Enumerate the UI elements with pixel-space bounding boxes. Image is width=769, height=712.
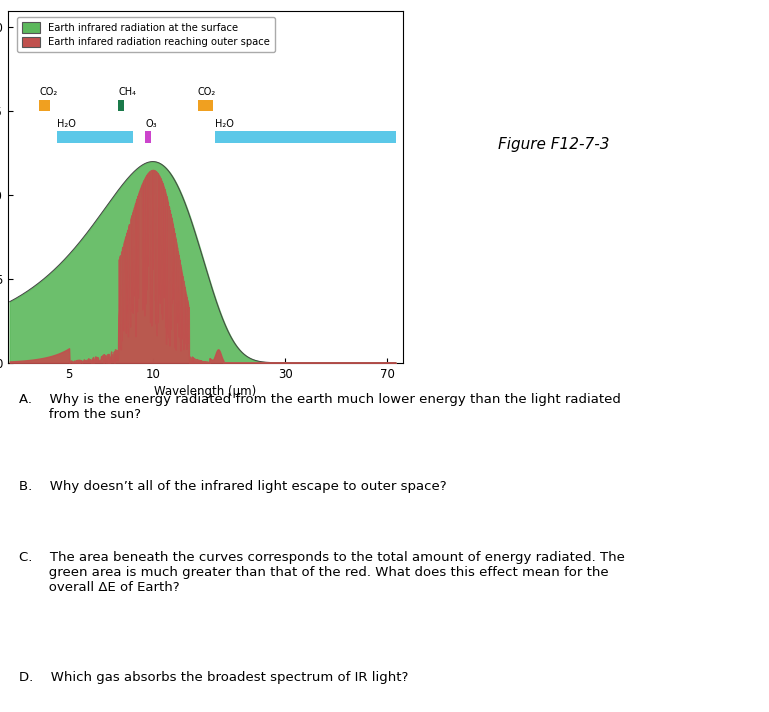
Text: D.  Which gas absorbs the broadest spectrum of IR light?: D. Which gas absorbs the broadest spectr… bbox=[19, 671, 408, 684]
Bar bbox=[145, 132, 151, 143]
Bar bbox=[118, 100, 124, 111]
Text: CO₂: CO₂ bbox=[198, 87, 216, 97]
X-axis label: Wavelength (μm): Wavelength (μm) bbox=[155, 384, 257, 398]
Bar bbox=[215, 132, 395, 143]
Text: Figure F12-7-3: Figure F12-7-3 bbox=[498, 137, 610, 152]
Text: B.  Why doesn’t all of the infrared light escape to outer space?: B. Why doesn’t all of the infrared light… bbox=[19, 480, 447, 493]
Bar bbox=[39, 100, 50, 111]
Text: H₂O: H₂O bbox=[57, 119, 75, 129]
Text: CO₂: CO₂ bbox=[39, 87, 58, 97]
Text: C.  The area beneath the curves corresponds to the total amount of energy radiat: C. The area beneath the curves correspon… bbox=[19, 550, 625, 594]
Text: A.  Why is the energy radiated from the earth much lower energy than the light r: A. Why is the energy radiated from the e… bbox=[19, 393, 621, 421]
Legend: Earth infrared radiation at the surface, Earth infared radiation reaching outer : Earth infrared radiation at the surface,… bbox=[17, 17, 275, 53]
Bar bbox=[198, 100, 213, 111]
Text: CH₄: CH₄ bbox=[118, 87, 136, 97]
Text: H₂O: H₂O bbox=[215, 119, 234, 129]
Text: O₃: O₃ bbox=[145, 119, 157, 129]
Bar bbox=[57, 132, 133, 143]
